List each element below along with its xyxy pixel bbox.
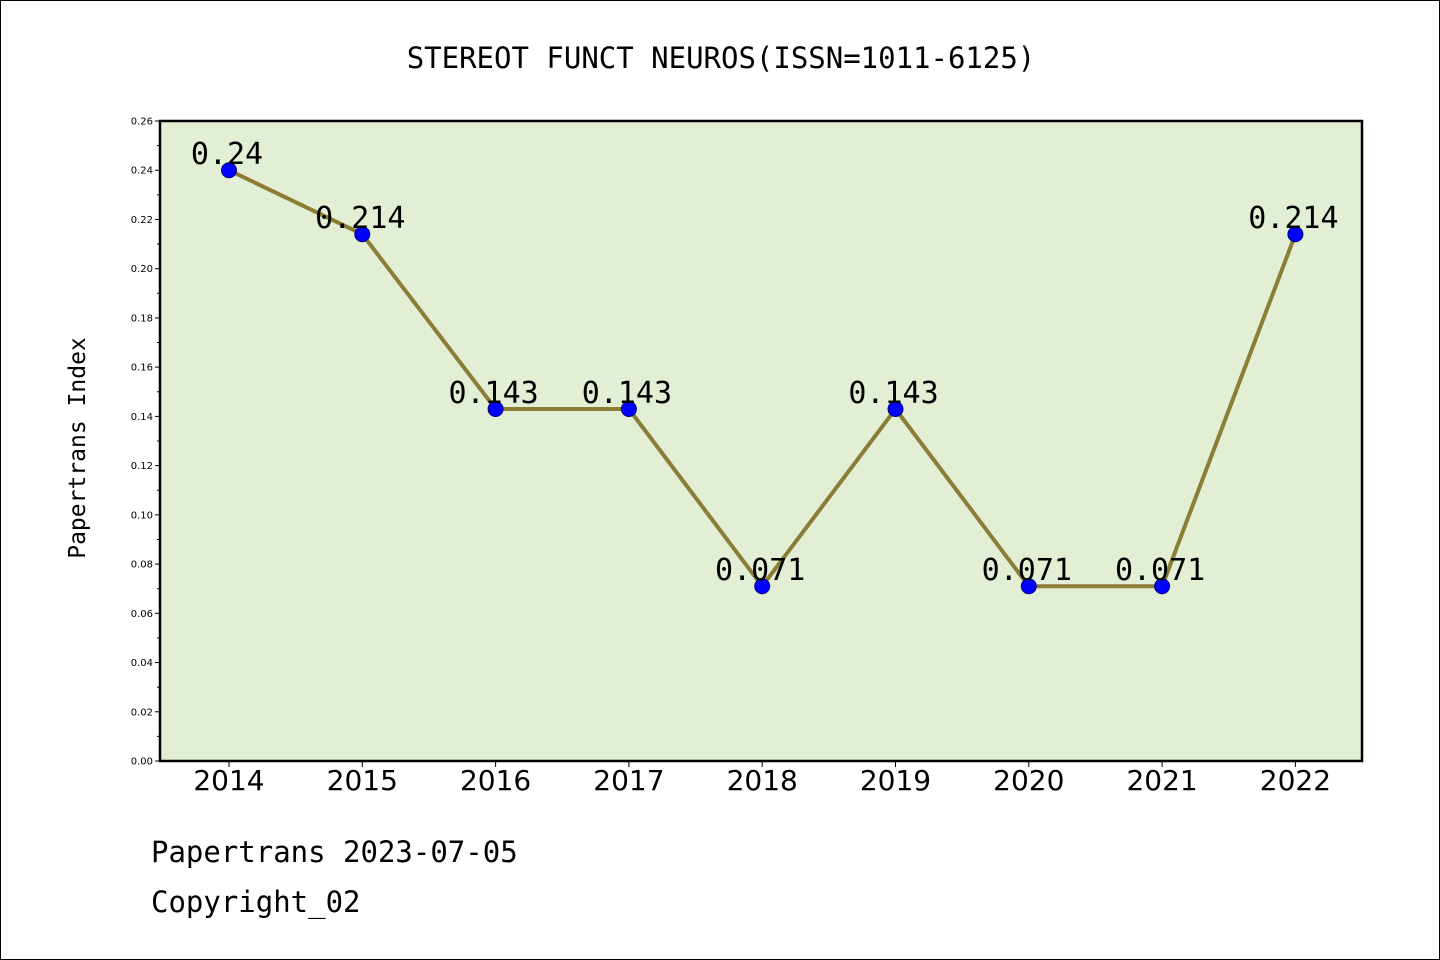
x-tick-label: 2015 — [327, 764, 398, 797]
x-tick-label: 2014 — [193, 764, 264, 797]
x-tick-label: 2019 — [860, 764, 931, 797]
footer-date-text: Papertrans 2023-07-05 — [151, 835, 518, 869]
data-point-marker — [354, 226, 371, 243]
x-tick-label: 2016 — [460, 764, 531, 797]
y-tick-label: 0.06 — [131, 609, 153, 620]
data-label: 0.24 — [191, 137, 263, 172]
chart-title: STEREOT FUNCT NEUROS(ISSN=1011-6125) — [407, 41, 1036, 75]
data-point-marker — [221, 162, 237, 179]
data-label: 0.143 — [848, 376, 938, 411]
data-label: 0.143 — [582, 376, 672, 411]
x-tick-label: 2020 — [993, 764, 1064, 797]
data-point-marker — [754, 578, 771, 595]
data-label: 0.214 — [315, 201, 405, 236]
data-label: 0.071 — [982, 553, 1072, 588]
data-point-marker — [887, 401, 904, 417]
x-tick-label: 2018 — [727, 764, 798, 797]
y-tick-label: 0.04 — [131, 658, 153, 669]
data-label: 0.143 — [448, 376, 538, 411]
data-point-marker — [1154, 578, 1171, 595]
x-axis: 2014 2015 2016 2017 2018 2019 2020 2021 2022 — [193, 761, 1331, 797]
y-tick-label: 0.16 — [131, 363, 153, 374]
x-tick-label: 2022 — [1260, 764, 1331, 797]
data-label: 0.071 — [1115, 553, 1205, 588]
y-tick-label: 0.26 — [131, 117, 153, 128]
x-tick-label: 2021 — [1126, 764, 1197, 797]
x-tick-label: 2017 — [593, 764, 664, 797]
y-axis: 0.00 0.02 0.04 0.06 0.08 0.10 0.12 0.14 0.16 0.18… — [131, 117, 160, 768]
data-point-marker — [1020, 578, 1037, 595]
y-tick-label: 0.14 — [131, 412, 153, 423]
y-tick-label: 0.02 — [131, 707, 153, 718]
y-tick-label: 0.20 — [131, 264, 153, 275]
y-axis-label: Papertrans Index — [65, 337, 91, 559]
footer-copyright-text: Copyright_02 — [151, 885, 361, 919]
data-point-marker — [1287, 226, 1304, 243]
y-tick-label: 0.24 — [131, 166, 153, 177]
data-point-marker — [620, 401, 637, 417]
y-tick-label: 0.10 — [131, 510, 153, 521]
series-group: 0.24 0.214 0.143 0.143 0.071 0.143 0.071 0.071 0… — [191, 137, 1339, 595]
data-label: 0.071 — [715, 553, 805, 588]
y-tick-label: 0.22 — [131, 215, 153, 226]
data-point-marker — [487, 401, 504, 417]
y-tick-label: 0.08 — [131, 560, 153, 571]
data-label: 0.214 — [1248, 201, 1338, 236]
y-tick-label: 0.00 — [131, 757, 153, 768]
y-tick-label: 0.12 — [131, 461, 153, 472]
y-tick-label: 0.18 — [131, 313, 153, 324]
